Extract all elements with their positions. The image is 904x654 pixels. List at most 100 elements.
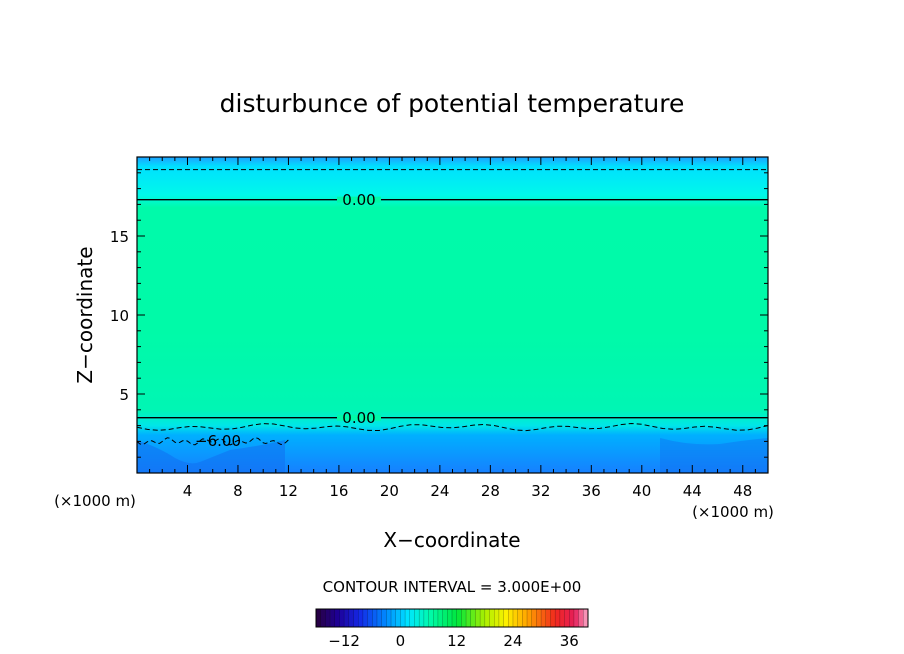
colorbar-cell-30 (456, 609, 462, 627)
colorbar-tick-label-3: 24 (503, 632, 522, 650)
colorbar-cell-54 (569, 609, 575, 627)
colorbar-cell-16 (391, 609, 397, 627)
colorbar-cell-4 (334, 609, 340, 627)
colorbar-cell-15 (386, 609, 392, 627)
colorbar-cell-53 (564, 609, 570, 627)
x-tick-label-32: 32 (531, 482, 550, 500)
x-tick-label-20: 20 (380, 482, 399, 500)
colorbar-cell-57 (583, 609, 589, 627)
x-tick-label-48: 48 (733, 482, 752, 500)
colorbar-cell-1 (320, 609, 326, 627)
x-tick-label-24: 24 (430, 482, 449, 500)
x-axis-ticks: 4 8 12 16 20 24 28 32 36 40 44 48 (149, 157, 756, 500)
blob-low-right (660, 438, 768, 473)
colorbar-tick-label-2: 12 (447, 632, 466, 650)
colorbar-cell-14 (381, 609, 387, 627)
chart-title: disturbunce of potential temperature (220, 89, 685, 118)
colorbar-cell-12 (372, 609, 378, 627)
colorbar-frame (315, 608, 589, 628)
x-tick-label-36: 36 (582, 482, 601, 500)
y-tick-label-15: 15 (110, 228, 129, 246)
colorbar-cell-10 (362, 609, 368, 627)
colorbar-cell-13 (376, 609, 382, 627)
x-tick-label-12: 12 (279, 482, 298, 500)
colorbar-cell-25 (433, 609, 439, 627)
colorbar-cell-39 (498, 609, 504, 627)
colorbar-cell-48 (541, 609, 547, 627)
colorbar-cell-42 (512, 609, 518, 627)
contour-labels: 0.00 0.00 −6.00 (195, 191, 376, 450)
colorbar-cell-22 (419, 609, 425, 627)
colorbar-cell-23 (423, 609, 429, 627)
colorbar-cell-3 (330, 609, 336, 627)
y-tick-label-5: 5 (119, 386, 129, 404)
colorbar-cell-18 (400, 609, 406, 627)
contour-label-middle: 0.00 (342, 409, 375, 427)
x-axis-label: X−coordinate (383, 528, 520, 552)
contour-line-2 (136, 422, 769, 432)
plot-area: 0.00 0.00 −6.00 (136, 156, 769, 474)
colorbar-cell-27 (442, 609, 448, 627)
colorbar-cell-21 (414, 609, 420, 627)
colorbar-cell-32 (466, 609, 472, 627)
colorbar-cell-41 (508, 609, 514, 627)
colorbar-tick-label-4: 36 (560, 632, 579, 650)
y-tick-label-10: 10 (110, 307, 129, 325)
colorbar-cell-56 (578, 609, 584, 627)
colorbar-cell-49 (545, 609, 551, 627)
colorbar-ticks: −12 0 12 24 36 (328, 632, 578, 650)
colorbar-cell-43 (517, 609, 523, 627)
colorbar-cell-33 (470, 609, 476, 627)
x-unit-right: (×1000 m) (692, 503, 774, 521)
colorbar-cell-24 (428, 609, 434, 627)
field-fill (137, 157, 768, 473)
colorbar-cell-51 (555, 609, 561, 627)
x-unit-left: (×1000 m) (54, 492, 136, 510)
colorbar-cell-9 (358, 609, 364, 627)
contour-line-4 (136, 437, 289, 446)
colorbar (315, 608, 589, 628)
contour-label-gap-1 (337, 414, 381, 421)
colorbar-cell-36 (484, 609, 490, 627)
colorbar-cell-7 (348, 609, 354, 627)
x-tick-label-44: 44 (683, 482, 702, 500)
colorbar-cell-55 (573, 609, 579, 627)
colorbar-cell-8 (353, 609, 359, 627)
colorbar-cell-11 (367, 609, 373, 627)
contour-lines (136, 169, 769, 446)
colorbar-cell-38 (494, 609, 500, 627)
colorbar-cell-45 (527, 609, 533, 627)
colorbar-cell-0 (316, 609, 321, 627)
colorbar-cell-44 (522, 609, 528, 627)
y-axis-label: Z−coordinate (73, 246, 97, 383)
contour-label-gap-0 (337, 196, 381, 203)
x-tick-label-16: 16 (329, 482, 348, 500)
colorbar-cell-46 (531, 609, 537, 627)
colorbar-cell-29 (452, 609, 457, 627)
colorbar-cell-26 (437, 609, 443, 627)
colorbar-cell-35 (480, 609, 486, 627)
colorbar-cell-6 (344, 609, 350, 627)
colorbar-cell-40 (503, 609, 509, 627)
colorbar-cell-28 (447, 609, 453, 627)
x-tick-label-40: 40 (632, 482, 651, 500)
x-tick-label-8: 8 (233, 482, 243, 500)
y-axis-ticks: 5 10 15 (110, 172, 768, 458)
colorbar-cell-31 (461, 609, 467, 627)
colorbar-tick-label-0: −12 (328, 632, 360, 650)
blob-low-left (137, 440, 285, 473)
x-tick-label-28: 28 (481, 482, 500, 500)
colorbar-cell-20 (409, 609, 415, 627)
colorbar-cell-34 (475, 609, 481, 627)
contour-label-negative: −6.00 (195, 432, 241, 450)
colorbar-cell-5 (339, 609, 345, 627)
colorbar-cell-52 (559, 609, 565, 627)
contour-label-top: 0.00 (342, 191, 375, 209)
colorbar-tick-label-1: 0 (396, 632, 406, 650)
colorbar-cell-2 (325, 609, 331, 627)
colorbar-cell-17 (395, 609, 401, 627)
contour-interval-text: CONTOUR INTERVAL = 3.000E+00 (323, 578, 582, 596)
colorbar-cell-47 (536, 609, 542, 627)
x-tick-label-4: 4 (183, 482, 193, 500)
